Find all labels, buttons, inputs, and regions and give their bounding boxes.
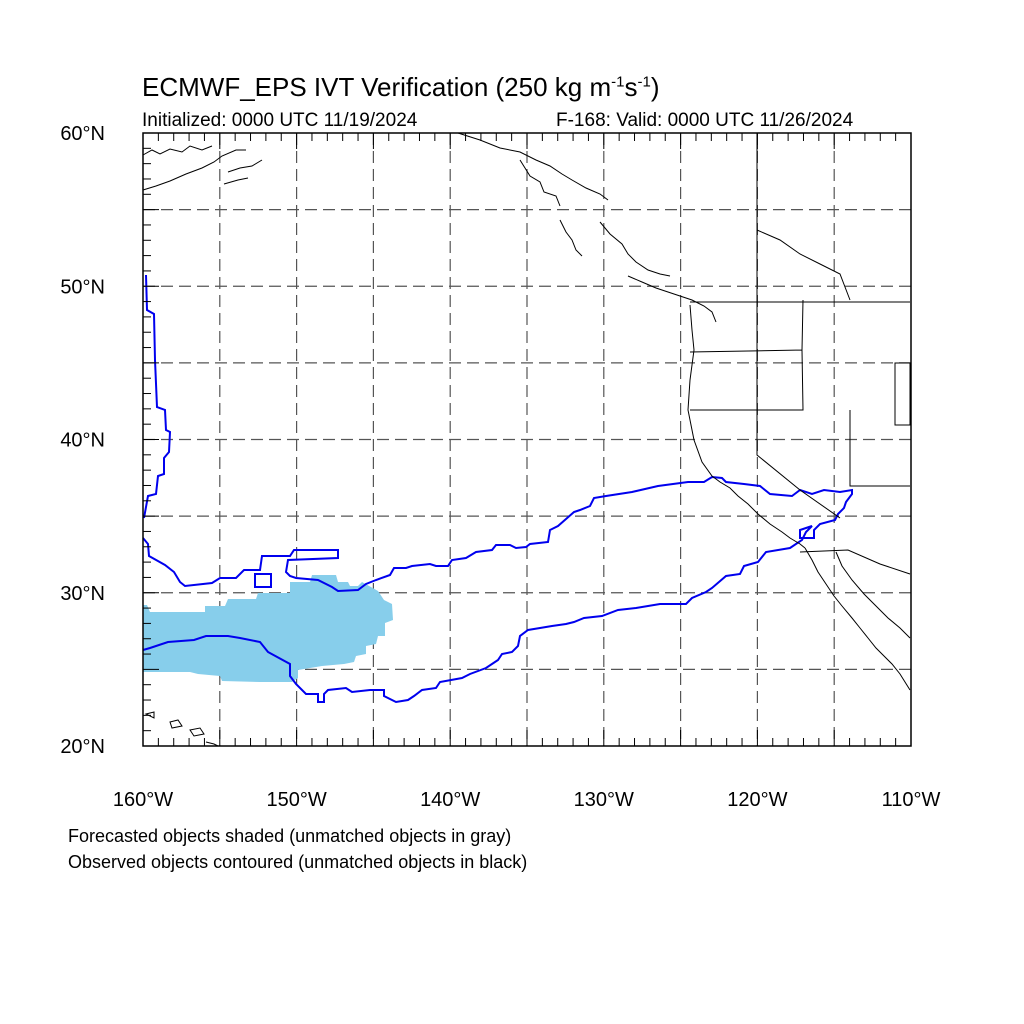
forecast-object (143, 575, 393, 682)
map-title: ECMWF_EPS IVT Verification (250 kg m-1s-… (142, 72, 659, 103)
alaska-coast (142, 145, 263, 191)
lat-label: 60°N (60, 123, 105, 145)
valid-label: F-168: Valid: 0000 UTC 11/26/2024 (556, 110, 854, 131)
longitude-labels: 160°W 150°W 140°W 130°W 120°W 110°W (113, 789, 941, 811)
axis-ticks (142, 132, 912, 747)
observed-objects (142, 274, 853, 704)
lon-label: 150°W (266, 789, 326, 811)
observed-small-loop (254, 573, 272, 588)
baja-coast (804, 547, 911, 691)
title-sup-2: -1 (637, 73, 651, 91)
us-west-coast (687, 304, 806, 549)
lat-label: 30°N (60, 583, 105, 605)
observed-contour-river (142, 475, 853, 704)
initialized-label: Initialized: 0000 UTC 11/19/2024 (142, 110, 418, 131)
observed-note: Observed objects contoured (unmatched ob… (68, 852, 528, 872)
observed-contour-west (143, 274, 172, 519)
coastlines (142, 132, 911, 747)
lat-label: 20°N (60, 736, 105, 758)
canada-coast (457, 132, 717, 323)
state-borders (689, 133, 911, 575)
hawaii-islands (144, 711, 219, 747)
title-text: ECMWF_EPS IVT Verification (250 kg m (142, 72, 612, 102)
lon-label: 130°W (574, 789, 634, 811)
lon-label: 160°W (113, 789, 173, 811)
lat-label: 50°N (60, 276, 105, 298)
title-text-end: ) (650, 72, 660, 102)
lon-label: 110°W (882, 789, 941, 811)
forecast-note: Forecasted objects shaded (unmatched obj… (68, 826, 512, 846)
title-text-mid: s (624, 72, 638, 102)
lat-label: 40°N (60, 430, 105, 452)
title-sup-1: -1 (611, 73, 625, 91)
lon-label: 120°W (727, 789, 787, 811)
latitude-labels: 60°N 50°N 40°N 30°N 20°N (60, 123, 105, 758)
lon-label: 140°W (420, 789, 480, 811)
